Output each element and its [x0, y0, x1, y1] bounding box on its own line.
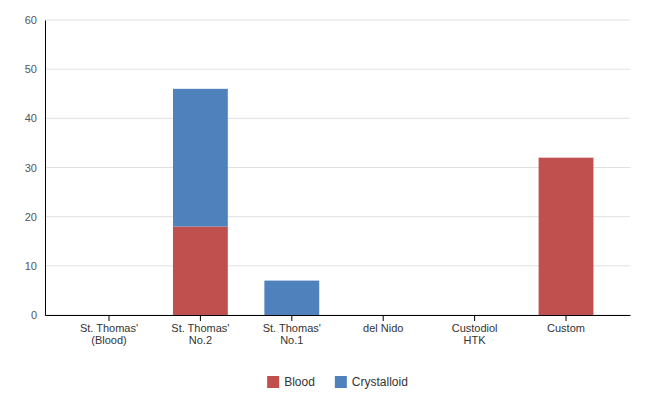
- tick-label-line: HTK: [464, 334, 487, 346]
- tick-label: 30: [25, 162, 37, 174]
- chart: 0102030405060St. Thomas'(Blood)St. Thoma…: [0, 0, 650, 400]
- series: [173, 158, 593, 315]
- legend: Blood Crystalloid: [267, 375, 408, 389]
- axis-domain: [45, 21, 46, 316]
- plot: 0102030405060St. Thomas'(Blood)St. Thoma…: [25, 14, 631, 346]
- tick-label-line: No.2: [189, 334, 212, 346]
- tick-mark: [474, 315, 475, 321]
- bar: [82, 315, 137, 316]
- tick-label: CustodiolHTK: [452, 322, 498, 347]
- tick-label: del Nido: [363, 322, 403, 334]
- legend-swatch: [267, 376, 279, 388]
- tick-label-line: Custodiol: [452, 322, 498, 334]
- grid-line: [45, 118, 630, 119]
- tick-label: 0: [31, 309, 37, 321]
- series: [173, 89, 319, 315]
- axis-domain: [46, 315, 631, 316]
- tick: Custom: [547, 315, 585, 334]
- tick-label: 40: [25, 112, 37, 124]
- bar: [539, 158, 594, 315]
- tick-label-line: (Blood): [91, 334, 126, 346]
- tick-label: 20: [25, 211, 37, 223]
- tick-label-line: St. Thomas': [263, 322, 321, 334]
- x-axis: St. Thomas'(Blood)St. Thomas'No.2St. Tho…: [46, 315, 631, 346]
- tick-label: Custom: [547, 322, 585, 334]
- tick: 30: [25, 162, 45, 174]
- grid-line: [45, 20, 630, 21]
- tick-mark: [566, 315, 567, 321]
- tick-mark: [291, 315, 292, 321]
- tick-label: 60: [25, 14, 37, 26]
- tick: St. Thomas'(Blood): [80, 315, 138, 346]
- bar: [447, 315, 502, 316]
- tick-label-line: St. Thomas': [80, 322, 138, 334]
- tick: 0: [31, 309, 45, 321]
- tick-label-line: No.1: [280, 334, 303, 346]
- tick-mark: [108, 315, 109, 321]
- bar: [173, 227, 228, 316]
- bar: [356, 315, 411, 316]
- tick: St. Thomas'No.2: [171, 315, 229, 346]
- legend-label: Blood: [284, 375, 315, 389]
- tick-label: St. Thomas'No.1: [263, 322, 321, 347]
- legend-item: Crystalloid: [335, 375, 408, 389]
- bars: [173, 89, 593, 315]
- tick: CustodiolHTK: [452, 315, 498, 346]
- tick-label-line: del Nido: [363, 322, 403, 334]
- bar: [264, 281, 319, 315]
- tick-label: 10: [25, 260, 37, 272]
- tick: 40: [25, 112, 45, 124]
- tick-label: 50: [25, 63, 37, 75]
- tick: 10: [25, 260, 45, 272]
- legend-item: Blood: [267, 375, 315, 389]
- legend-swatch: [335, 376, 347, 388]
- bar: [356, 315, 411, 316]
- tick: 50: [25, 63, 45, 75]
- tick-label: St. Thomas'(Blood): [80, 322, 138, 347]
- bar: [539, 157, 594, 158]
- legend-label: Crystalloid: [352, 375, 408, 389]
- bar: [447, 315, 502, 316]
- bar: [173, 89, 228, 227]
- tick-mark: [383, 315, 384, 321]
- y-axis: 0 10 20 30 40 50 60: [25, 14, 46, 321]
- grid-line: [45, 69, 630, 70]
- tick: 20: [25, 211, 45, 223]
- tick: 60: [25, 14, 45, 26]
- tick-label-line: Custom: [547, 322, 585, 334]
- tick: St. Thomas'No.1: [263, 315, 321, 346]
- tick-label-line: St. Thomas': [171, 322, 229, 334]
- bar: [82, 315, 137, 316]
- tick-label: St. Thomas'No.2: [171, 322, 229, 347]
- grid: [45, 20, 630, 315]
- tick: del Nido: [363, 315, 403, 334]
- tick-mark: [200, 315, 201, 321]
